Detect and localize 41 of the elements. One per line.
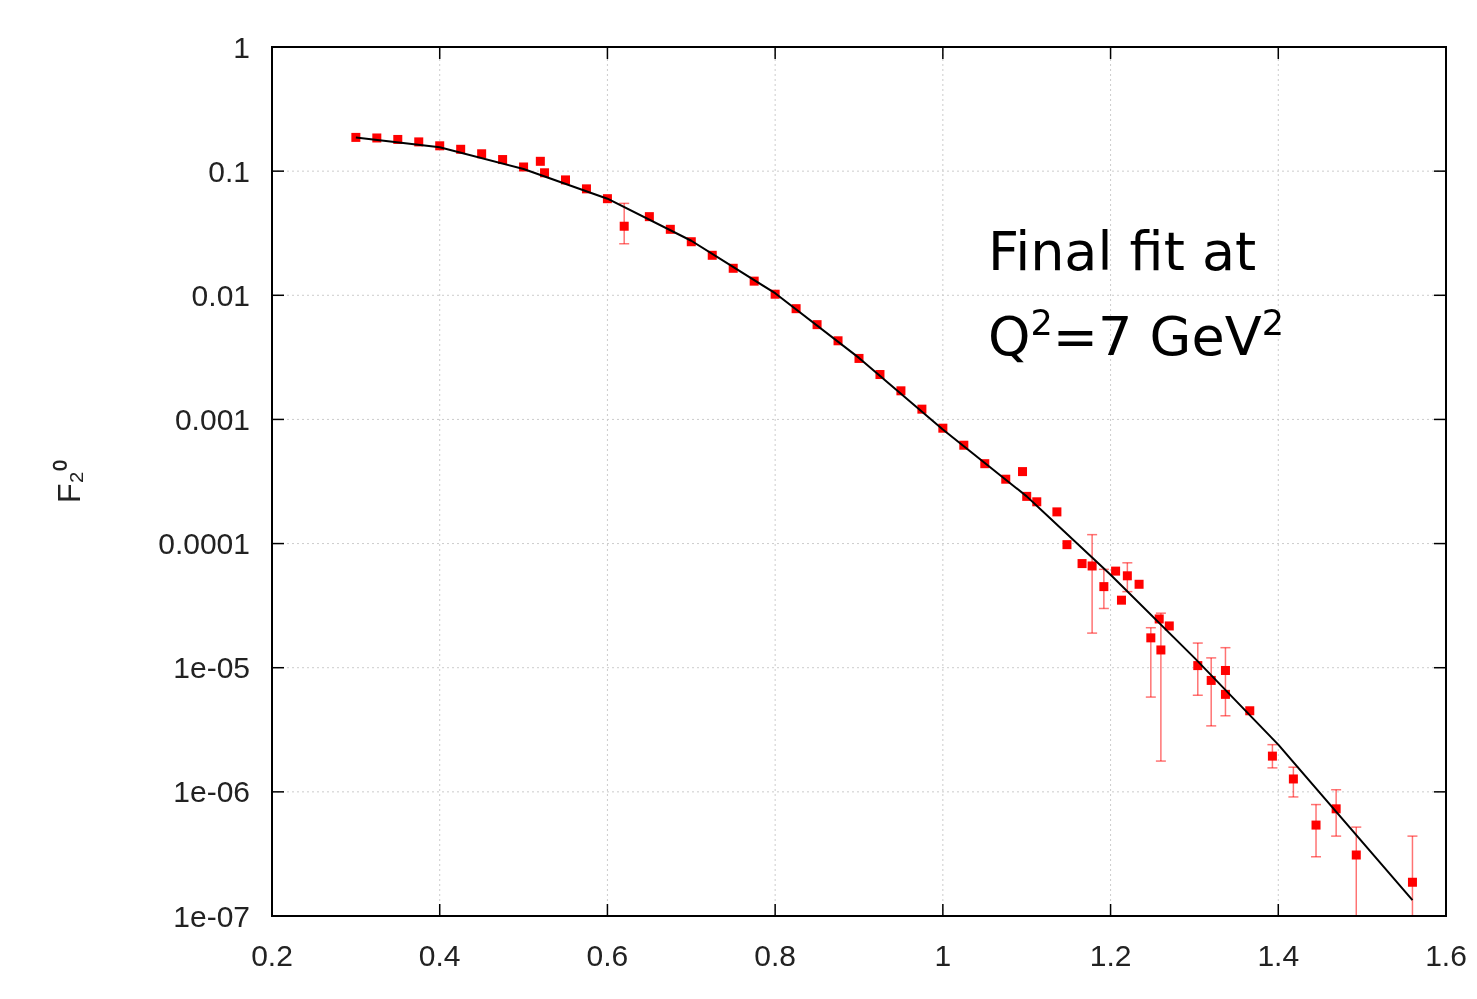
- y-tick-label: 1e-06: [173, 775, 250, 809]
- y-tick-label: 0.001: [174, 402, 250, 436]
- y-tick-label: 0.01: [191, 278, 250, 312]
- point: [1267, 751, 1277, 761]
- x-tick-label: 0.2: [251, 939, 293, 972]
- x-tick-label: 0.8: [754, 939, 796, 972]
- point: [1077, 559, 1087, 569]
- point: [1407, 877, 1417, 887]
- point: [1111, 566, 1121, 576]
- point: [1122, 571, 1132, 581]
- point: [351, 132, 361, 142]
- y-tick-label: 0.0001: [158, 527, 250, 561]
- y-tick-label: 0.1: [208, 154, 250, 188]
- point: [1116, 595, 1126, 605]
- point: [1156, 645, 1166, 655]
- point: [1052, 507, 1062, 517]
- y-tick-label: 1: [233, 30, 250, 64]
- y-axis-title: F₂⁰: [51, 460, 87, 503]
- x-tick-label: 0.4: [418, 939, 461, 972]
- point: [1288, 774, 1298, 784]
- y-tick-label: 1e-05: [173, 651, 250, 685]
- point: [535, 156, 545, 166]
- point: [1351, 850, 1361, 860]
- point: [619, 221, 629, 231]
- point: [1099, 582, 1109, 592]
- point: [1311, 820, 1321, 830]
- point: [1134, 579, 1144, 589]
- point: [1062, 540, 1072, 550]
- point: [1164, 621, 1174, 631]
- point: [1220, 665, 1230, 675]
- point: [477, 149, 487, 159]
- x-tick-label: 1.4: [1257, 939, 1300, 972]
- y-tick-label: 1e-07: [173, 899, 250, 933]
- x-tick-label: 1: [934, 939, 952, 972]
- point: [1087, 561, 1097, 571]
- point: [1018, 467, 1028, 477]
- x-tick-label: 1.6: [1425, 939, 1467, 972]
- x-tick-label: 1.2: [1089, 939, 1132, 972]
- annotation: Final fit at Q$^{2}$=7 GeV$^{2}$: [988, 220, 1284, 368]
- point: [1146, 633, 1156, 643]
- x-tick-label: 0.6: [586, 939, 629, 972]
